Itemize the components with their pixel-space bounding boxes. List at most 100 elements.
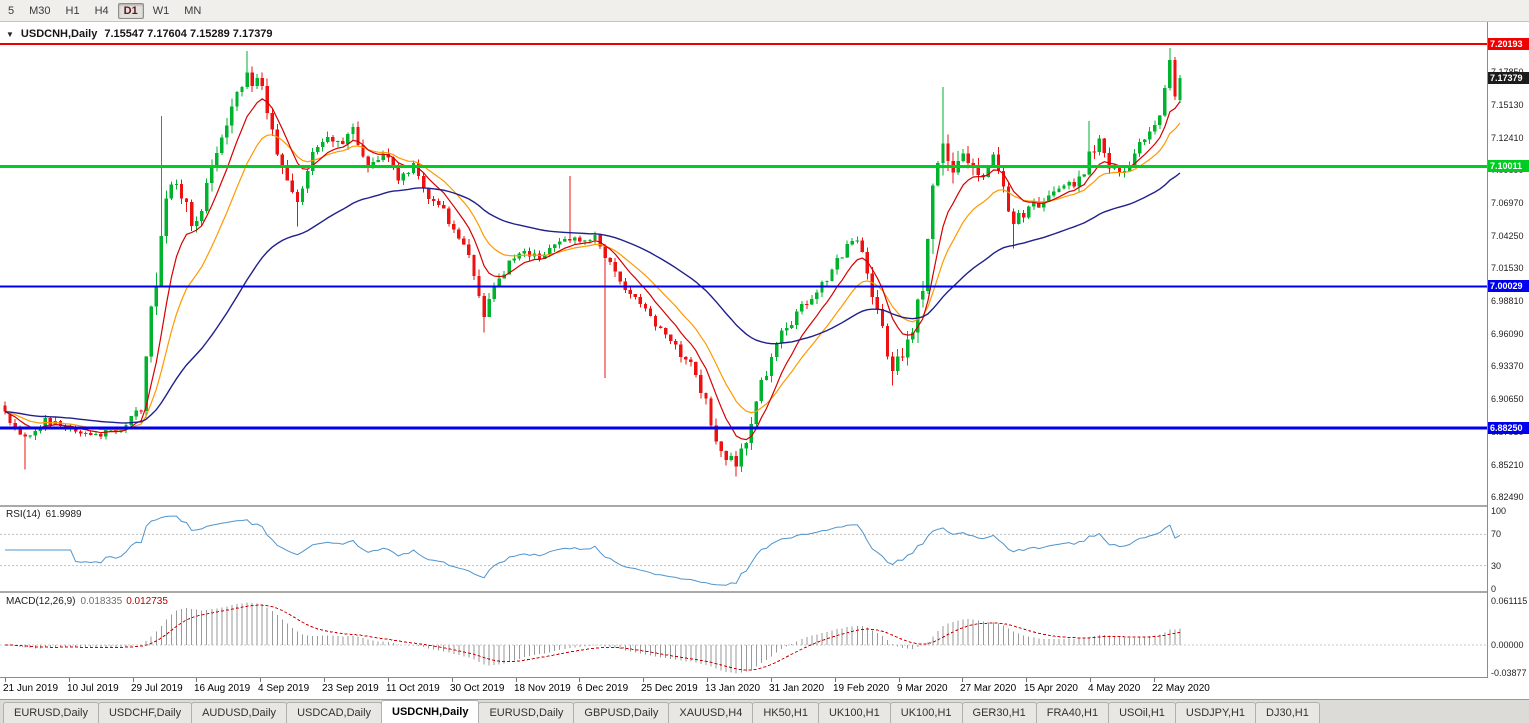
price-axis-tick: 6.96090	[1491, 329, 1524, 339]
macd-indicator-label: MACD(12,26,9) 0.018335 0.012735	[6, 596, 168, 607]
current-price-badge: 7.17379	[1488, 72, 1529, 84]
time-axis-tick	[69, 678, 70, 682]
timeframe-button-m30[interactable]: M30	[29, 4, 51, 17]
time-axis-tick	[388, 678, 389, 682]
price-level-badge: 7.10011	[1488, 160, 1529, 172]
date-label: 23 Sep 2019	[322, 683, 379, 694]
chart-tab-bar: EURUSD,Daily USDCHF,Daily AUDUSD,Daily USDC…	[0, 699, 1529, 723]
timeframe-button-d1[interactable]: D1	[117, 2, 144, 19]
chart-tab-uk100-h1[interactable]: UK100,H1	[889, 702, 963, 723]
chart-tab-usdcad-daily[interactable]: USDCAD,Daily	[286, 702, 383, 723]
macd-axis-tick: 0.061115	[1491, 596, 1528, 606]
date-label: 29 Jul 2019	[131, 683, 183, 694]
chart-title: ▼ USDCNH,Daily 7.15547 7.17604 7.15289 7…	[6, 28, 273, 40]
pane-splitter-rsi[interactable]	[0, 505, 1529, 507]
time-axis-border	[0, 677, 1529, 678]
date-label: 4 May 2020	[1088, 683, 1141, 694]
chart-tab-fra40-h1[interactable]: FRA40,H1	[1035, 702, 1110, 723]
chart-tab-dj30-h1[interactable]: DJ30,H1	[1255, 702, 1320, 723]
price-axis[interactable]: 7.178507.151307.124107.096907.069707.042…	[1487, 22, 1529, 678]
time-axis-tick	[771, 678, 772, 682]
pane-splitter-macd[interactable]	[0, 591, 1529, 593]
timeframe-toolbar: 5 M30 H1 H4 D1 W1 MN	[0, 0, 1529, 22]
date-label: 31 Jan 2020	[769, 683, 825, 694]
rsi-axis-tick: 0	[1491, 584, 1497, 594]
chart-ohlc-values: 7.15547 7.17604 7.15289 7.17379	[104, 28, 273, 40]
chart-tab-audusd-daily[interactable]: AUDUSD,Daily	[191, 702, 288, 723]
symbol-marker-icon: ▼	[6, 29, 14, 39]
time-axis-tick	[5, 678, 6, 682]
candlestick-series	[3, 48, 1182, 477]
rsi-current-value: 61.9989	[45, 509, 82, 520]
time-axis-tick	[1154, 678, 1155, 682]
chart-canvas[interactable]	[0, 22, 1487, 678]
date-label: 30 Oct 2019	[450, 683, 505, 694]
macd-main-value: 0.018335	[80, 596, 123, 607]
time-axis-tick	[1090, 678, 1091, 682]
price-axis-tick: 6.85210	[1491, 460, 1524, 470]
rsi-axis-tick: 30	[1491, 561, 1502, 571]
moving-average-lines	[4, 98, 1181, 441]
time-axis-tick	[196, 678, 197, 682]
price-axis-tick: 7.01530	[1491, 263, 1524, 273]
rsi-indicator-label: RSI(14) 61.9989	[6, 509, 82, 520]
price-axis-tick: 7.06970	[1491, 198, 1524, 208]
time-axis-tick	[260, 678, 261, 682]
date-label: 6 Dec 2019	[577, 683, 629, 694]
chart-tab-hk50-h1[interactable]: HK50,H1	[752, 702, 819, 723]
horizontal-level-lines[interactable]	[0, 43, 1487, 430]
price-axis-tick: 6.98810	[1491, 296, 1524, 306]
date-label: 16 Aug 2019	[194, 683, 251, 694]
timeframe-button-mn[interactable]: MN	[184, 4, 202, 17]
price-axis-tick: 6.93370	[1491, 361, 1524, 371]
chart-symbol-label: USDCNH,Daily	[20, 28, 98, 40]
timeframe-button-w1[interactable]: W1	[152, 4, 170, 17]
price-axis-tick: 7.12410	[1491, 133, 1524, 143]
date-label: 11 Oct 2019	[386, 683, 440, 694]
time-axis[interactable]: 21 Jun 2019 10 Jul 2019 29 Jul 2019 16 Aug …	[0, 678, 1487, 699]
time-axis-tick	[643, 678, 644, 682]
time-axis-tick	[1026, 678, 1027, 682]
time-axis-tick	[452, 678, 453, 682]
rsi-name: RSI(14)	[6, 509, 41, 520]
price-level-badge: 6.88250	[1488, 422, 1529, 434]
chart-tab-ger30-h1[interactable]: GER30,H1	[961, 702, 1037, 723]
chart-tab-usoil-h1[interactable]: USOil,H1	[1108, 702, 1176, 723]
price-axis-tick: 6.82490	[1491, 492, 1524, 502]
date-label: 13 Jan 2020	[705, 683, 761, 694]
chart-tab-uk100-h1[interactable]: UK100,H1	[817, 702, 891, 723]
chart-tab-xauusd-h4[interactable]: XAUUSD,H4	[668, 702, 754, 723]
time-axis-tick	[962, 678, 963, 682]
date-label: 10 Jul 2019	[67, 683, 119, 694]
date-label: 21 Jun 2019	[3, 683, 59, 694]
date-label: 19 Feb 2020	[833, 683, 890, 694]
date-label: 15 Apr 2020	[1024, 683, 1078, 694]
price-level-badge: 7.00029	[1488, 280, 1529, 292]
time-axis-tick	[579, 678, 580, 682]
timeframe-button-h4[interactable]: H4	[94, 4, 109, 17]
time-axis-tick	[324, 678, 325, 682]
chart-tab-eurusd-daily[interactable]: EURUSD,Daily	[3, 702, 99, 723]
macd-name: MACD(12,26,9)	[6, 596, 76, 607]
price-level-badge: 7.20193	[1488, 38, 1529, 50]
chart-tab-usdchf-daily[interactable]: USDCHF,Daily	[97, 702, 193, 723]
time-axis-tick	[707, 678, 708, 682]
time-axis-tick	[899, 678, 900, 682]
date-label: 22 May 2020	[1152, 683, 1210, 694]
time-axis-tick	[516, 678, 517, 682]
chart-tab-usdjpy-h1[interactable]: USDJPY,H1	[1174, 702, 1257, 723]
date-label: 9 Mar 2020	[897, 683, 948, 694]
date-label: 27 Mar 2020	[960, 683, 1017, 694]
rsi-axis-tick: 70	[1491, 529, 1502, 539]
macd-axis-tick: -0.03877	[1491, 668, 1527, 678]
timeframe-button-5[interactable]: 5	[8, 4, 15, 17]
date-label: 4 Sep 2019	[258, 683, 310, 694]
macd-indicator	[0, 602, 1487, 674]
time-axis-tick	[133, 678, 134, 682]
chart-tab-usdcnh-daily[interactable]: USDCNH,Daily	[381, 700, 480, 723]
price-axis-tick: 7.15130	[1491, 100, 1524, 110]
timeframe-button-h1[interactable]: H1	[65, 4, 80, 17]
chart-tab-gbpusd-daily[interactable]: GBPUSD,Daily	[573, 702, 670, 723]
chart-tab-eurusd-daily[interactable]: EURUSD,Daily	[478, 702, 575, 723]
